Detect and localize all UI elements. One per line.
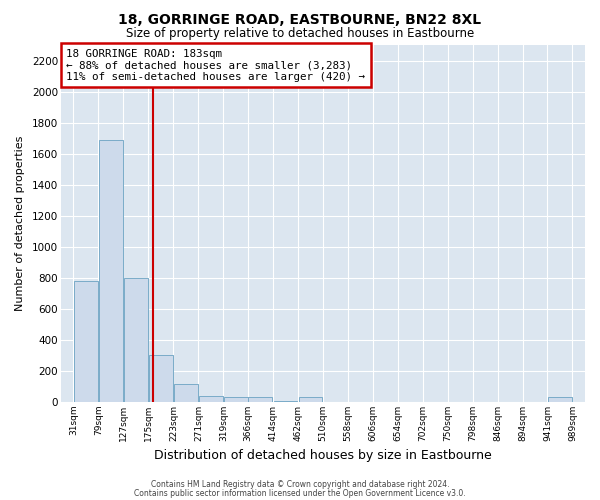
Y-axis label: Number of detached properties: Number of detached properties [15, 136, 25, 311]
Bar [149, 356, 173, 402]
Bar [299, 398, 322, 402]
Bar [199, 396, 223, 402]
Bar [174, 384, 198, 402]
Bar [274, 401, 298, 402]
Text: 18, GORRINGE ROAD, EASTBOURNE, BN22 8XL: 18, GORRINGE ROAD, EASTBOURNE, BN22 8XL [118, 12, 482, 26]
Text: Size of property relative to detached houses in Eastbourne: Size of property relative to detached ho… [126, 28, 474, 40]
Bar [548, 398, 572, 402]
Text: Contains HM Land Registry data © Crown copyright and database right 2024.: Contains HM Land Registry data © Crown c… [151, 480, 449, 489]
Bar [224, 398, 248, 402]
Bar [74, 281, 98, 402]
Bar [99, 140, 123, 402]
Bar [248, 398, 272, 402]
Text: Contains public sector information licensed under the Open Government Licence v3: Contains public sector information licen… [134, 488, 466, 498]
Bar [124, 278, 148, 402]
X-axis label: Distribution of detached houses by size in Eastbourne: Distribution of detached houses by size … [154, 450, 492, 462]
Text: 18 GORRINGE ROAD: 183sqm
← 88% of detached houses are smaller (3,283)
11% of sem: 18 GORRINGE ROAD: 183sqm ← 88% of detach… [66, 48, 365, 82]
